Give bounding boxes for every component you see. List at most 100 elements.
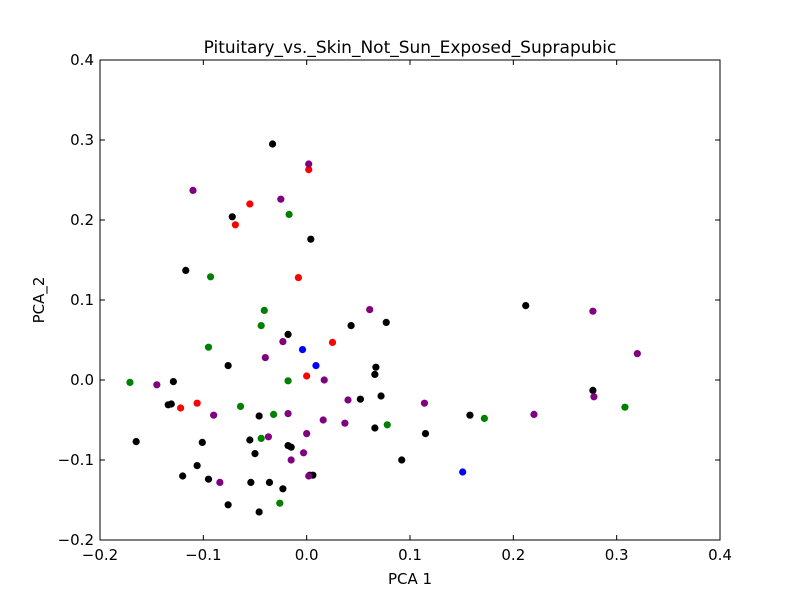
data-point [126, 378, 134, 386]
points-layer [126, 140, 641, 516]
data-point [287, 443, 295, 451]
data-point [198, 438, 206, 446]
x-tick-label: 0.2 [501, 546, 525, 564]
data-point [260, 306, 268, 314]
data-point [312, 362, 320, 370]
x-tick-label: 0.4 [708, 546, 732, 564]
data-point [377, 392, 385, 400]
x-axis: −0.2 −0.1 0.0 0.1 0.2 0.3 0.4 [82, 60, 732, 564]
data-point [287, 456, 295, 464]
data-point [320, 376, 328, 384]
data-point [270, 410, 278, 418]
data-point [177, 404, 185, 412]
data-point [277, 195, 285, 203]
x-tick-label: −0.1 [185, 546, 221, 564]
chart-title: Pituitary_vs._Skin_Not_Sun_Exposed_Supra… [204, 38, 617, 58]
x-tick-label: −0.2 [82, 546, 118, 564]
data-point [169, 378, 177, 386]
data-point [257, 434, 265, 442]
data-point [204, 475, 213, 483]
data-point [210, 411, 218, 419]
data-point [228, 213, 236, 221]
data-point [305, 472, 313, 480]
y-tick-label: −0.1 [58, 451, 94, 469]
data-point [265, 478, 274, 486]
data-point [206, 273, 215, 281]
data-point [480, 414, 488, 422]
data-point [530, 410, 538, 418]
data-point [382, 318, 390, 326]
data-point [466, 411, 474, 419]
data-point [319, 416, 327, 424]
data-point [284, 377, 292, 385]
data-point [589, 307, 597, 315]
data-point [398, 456, 406, 464]
plot-frame [99, 59, 721, 541]
y-tick-label: 0.3 [70, 131, 94, 149]
data-point [246, 436, 254, 444]
data-point [589, 386, 597, 394]
y-tick-label: 0.4 [70, 51, 94, 69]
data-point [285, 210, 293, 218]
data-point [307, 235, 315, 243]
y-axis-label: PCA_2 [30, 277, 49, 324]
data-point [255, 412, 263, 420]
data-point [182, 266, 190, 274]
data-point [294, 274, 302, 282]
y-tick-label: 0.0 [70, 371, 94, 389]
data-point [231, 221, 239, 229]
data-point [224, 362, 232, 370]
data-point [305, 160, 313, 168]
data-point [236, 402, 245, 410]
data-point [167, 400, 175, 408]
y-axis: −0.2 −0.1 0.0 0.1 0.2 0.3 0.4 [58, 51, 720, 549]
data-point [305, 166, 313, 174]
x-tick-label: 0.1 [398, 546, 422, 564]
data-point [255, 508, 263, 516]
data-point [347, 322, 355, 330]
data-point [193, 462, 201, 470]
data-point [279, 485, 287, 493]
data-point [366, 306, 374, 314]
data-point [590, 393, 598, 401]
data-point [328, 338, 337, 346]
data-point [633, 350, 641, 358]
x-tick-label: 0.3 [605, 546, 629, 564]
data-point [420, 399, 429, 407]
data-point [246, 200, 254, 208]
data-point [193, 399, 201, 407]
data-point [303, 372, 311, 380]
data-point [344, 396, 352, 404]
data-point [251, 450, 259, 458]
data-point [261, 354, 269, 362]
data-point [371, 370, 379, 378]
data-point [257, 322, 265, 330]
data-point [421, 430, 430, 438]
data-point [179, 472, 187, 480]
data-point [459, 468, 467, 476]
data-point [268, 140, 277, 148]
data-point [279, 338, 287, 346]
data-point [372, 363, 380, 371]
data-point [264, 433, 273, 441]
data-point [621, 403, 629, 411]
data-point [284, 410, 292, 418]
data-point [153, 381, 161, 389]
y-tick-label: 0.1 [70, 291, 94, 309]
data-point [204, 343, 213, 351]
data-point [522, 302, 530, 310]
data-point [356, 395, 364, 403]
data-point [284, 330, 292, 338]
data-point [247, 478, 255, 486]
data-point [383, 421, 391, 429]
data-point [189, 186, 197, 194]
x-axis-label: PCA 1 [388, 570, 432, 588]
data-point [216, 478, 224, 486]
y-tick-label: −0.2 [58, 531, 94, 549]
data-point [298, 346, 307, 354]
data-point [371, 424, 379, 432]
y-tick-label: 0.2 [70, 211, 94, 229]
data-point [132, 438, 140, 446]
data-point [299, 449, 308, 457]
x-tick-label: 0.0 [295, 546, 319, 564]
